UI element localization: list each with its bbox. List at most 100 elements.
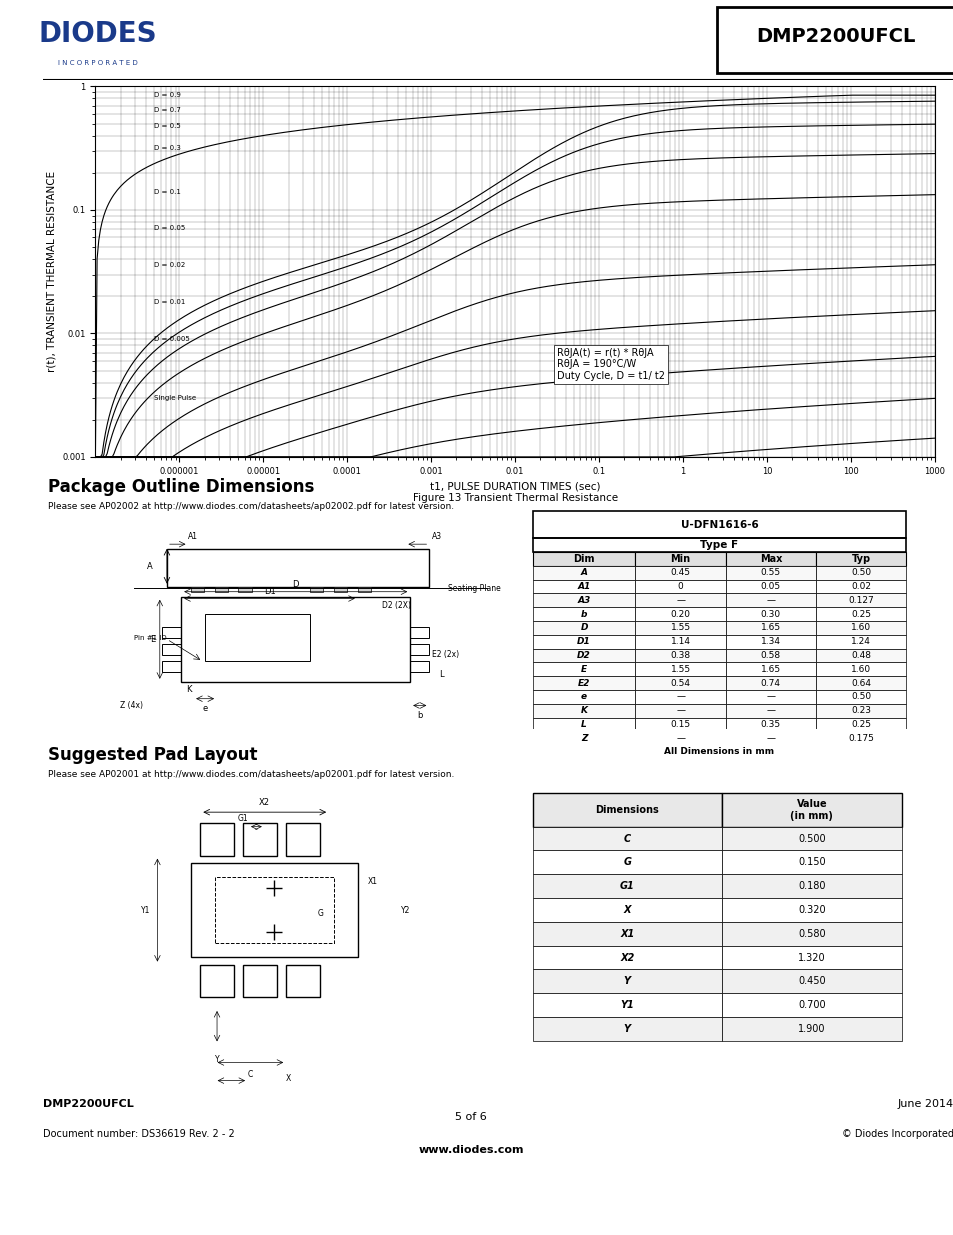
Text: 0.25: 0.25 (850, 610, 870, 619)
Text: 0: 0 (677, 582, 682, 592)
Text: —: — (676, 734, 684, 742)
Text: Z: Z (580, 734, 587, 742)
Bar (334, 587, 347, 592)
Text: 0.175: 0.175 (847, 734, 873, 742)
Bar (533, 566, 635, 579)
Text: —: — (765, 693, 775, 701)
Bar (533, 662, 635, 677)
Text: X2: X2 (619, 952, 634, 962)
Text: June 2014: June 2014 (897, 1099, 953, 1109)
Bar (815, 566, 905, 579)
Bar (533, 538, 905, 552)
Bar (286, 823, 319, 856)
Bar (815, 635, 905, 648)
Bar (720, 1016, 902, 1041)
Text: Package Outline Dimensions: Package Outline Dimensions (48, 478, 314, 495)
Bar (725, 704, 815, 718)
Text: X: X (623, 905, 630, 915)
Bar (815, 731, 905, 745)
Bar (533, 635, 635, 648)
Bar (200, 965, 233, 997)
Bar (533, 579, 635, 594)
Bar (725, 648, 815, 662)
Text: Dim: Dim (573, 555, 595, 564)
Bar (533, 511, 905, 538)
Text: Y: Y (214, 1055, 219, 1065)
Text: 1.55: 1.55 (670, 624, 690, 632)
Text: Please see AP02001 at http://www.diodes.com/datasheets/ap02001.pdf for latest ve: Please see AP02001 at http://www.diodes.… (48, 771, 454, 779)
Text: NEW PRODUCT: NEW PRODUCT (16, 577, 27, 658)
Bar (815, 594, 905, 608)
Text: Seating Plane: Seating Plane (448, 584, 500, 593)
Bar (533, 677, 635, 690)
Text: 1.24: 1.24 (850, 637, 870, 646)
Text: RθJA(t) = r(t) * RθJA
RθJA = 190°C/W
Duty Cycle, D = t1/ t2: RθJA(t) = r(t) * RθJA RθJA = 190°C/W Dut… (557, 348, 664, 380)
Text: —: — (765, 706, 775, 715)
Bar (720, 969, 902, 993)
Bar (725, 677, 815, 690)
Bar (635, 579, 725, 594)
Text: —: — (765, 595, 775, 605)
Bar (720, 793, 902, 826)
Bar (635, 690, 725, 704)
Bar (162, 645, 181, 655)
Bar (725, 579, 815, 594)
Text: A3: A3 (431, 532, 441, 541)
Bar (725, 690, 815, 704)
Text: D = 0.3: D = 0.3 (154, 144, 181, 151)
Text: D: D (293, 580, 298, 589)
Text: Single Pulse: Single Pulse (154, 395, 196, 401)
Text: DMP2200UFCL: DMP2200UFCL (43, 1099, 133, 1109)
Bar (720, 851, 902, 874)
Text: 0.48: 0.48 (850, 651, 870, 659)
Bar (533, 594, 635, 608)
Text: Y1: Y1 (619, 1000, 634, 1010)
Text: Y2: Y2 (400, 905, 410, 915)
Text: —: — (676, 693, 684, 701)
Bar (725, 566, 815, 579)
Text: 1.60: 1.60 (850, 624, 870, 632)
Text: 0.127: 0.127 (847, 595, 873, 605)
Bar (533, 690, 635, 704)
Text: L: L (580, 720, 586, 729)
Bar (725, 731, 815, 745)
Text: D = 0.02: D = 0.02 (154, 262, 185, 268)
Text: 0.50: 0.50 (850, 568, 870, 577)
Bar (410, 627, 429, 637)
Bar (635, 566, 725, 579)
Bar (214, 878, 334, 942)
Text: E2 (2x): E2 (2x) (431, 650, 458, 659)
Text: C: C (623, 834, 630, 844)
Bar (214, 587, 228, 592)
Text: D: D (579, 624, 587, 632)
Text: A: A (580, 568, 587, 577)
Bar (533, 552, 635, 566)
Bar (191, 863, 357, 957)
Text: 1.65: 1.65 (760, 664, 781, 674)
Text: 0.05: 0.05 (760, 582, 781, 592)
Bar (533, 921, 720, 946)
Text: —: — (676, 706, 684, 715)
Text: All Dimensions in mm: All Dimensions in mm (664, 747, 774, 757)
Bar (533, 793, 720, 826)
Text: DMP2200UFCL: DMP2200UFCL (755, 27, 914, 46)
Bar (286, 965, 319, 997)
Text: 0.02: 0.02 (850, 582, 870, 592)
Bar (533, 1016, 720, 1041)
Text: A: A (147, 562, 152, 571)
Text: E: E (580, 664, 587, 674)
Text: Pin #1 ID: Pin #1 ID (133, 635, 166, 641)
Text: 0.50: 0.50 (850, 693, 870, 701)
Text: X: X (286, 1074, 292, 1083)
Text: X1: X1 (367, 877, 376, 885)
Text: C: C (248, 1070, 253, 1078)
Text: D = 0.05: D = 0.05 (154, 225, 185, 231)
Text: Typ: Typ (851, 555, 870, 564)
Bar (533, 718, 635, 731)
Text: D = 0.01: D = 0.01 (154, 299, 185, 305)
Bar (635, 552, 725, 566)
Bar (725, 718, 815, 731)
Text: E: E (150, 635, 154, 643)
Bar (167, 550, 429, 587)
Bar (720, 921, 902, 946)
